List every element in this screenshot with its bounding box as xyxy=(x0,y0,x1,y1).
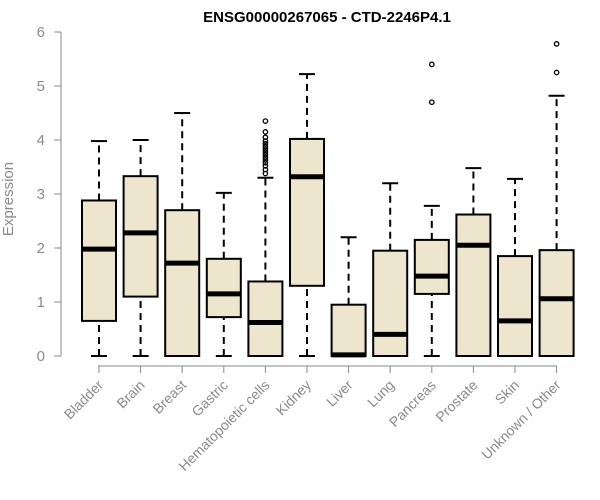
box-brain xyxy=(122,139,159,357)
outlier-point xyxy=(262,143,269,150)
x-tick-label: Kidney xyxy=(273,377,315,419)
iqr-box xyxy=(538,249,575,357)
box-pancreas xyxy=(413,61,450,357)
x-tick-label: Skin xyxy=(492,377,523,408)
iqr-box xyxy=(372,249,409,357)
box-kidney xyxy=(289,73,325,357)
outlier-point xyxy=(428,61,435,68)
outlier-point xyxy=(428,99,435,106)
y-tick-label: 0 xyxy=(37,348,45,365)
box-hematopoietic-cells xyxy=(247,118,284,358)
outlier-point xyxy=(262,154,269,161)
box-bladder xyxy=(81,140,117,357)
iqr-box xyxy=(205,257,242,319)
outlier-point xyxy=(262,146,269,153)
x-tick-label: Liver xyxy=(323,377,356,410)
iqr-box xyxy=(289,137,325,287)
x-tick-label: Brain xyxy=(113,377,147,411)
box-lung xyxy=(372,182,409,357)
box-skin xyxy=(497,177,533,358)
x-tick-label: Unknown / Other xyxy=(478,377,564,463)
iqr-box xyxy=(164,209,201,357)
y-axis-label: Expression xyxy=(0,162,17,236)
outlier-point xyxy=(262,129,269,135)
box-liver xyxy=(330,236,367,358)
iqr-box xyxy=(122,175,159,298)
y-tick-label: 3 xyxy=(37,186,45,203)
x-tick-label: Breast xyxy=(149,377,189,417)
outlier-point xyxy=(262,151,269,158)
y-tick-label: 5 xyxy=(37,78,45,95)
y-tick-label: 6 xyxy=(37,24,45,41)
outlier-point xyxy=(262,140,269,147)
outlier-point xyxy=(262,163,269,169)
iqr-box xyxy=(455,213,492,357)
iqr-box xyxy=(497,255,533,358)
x-tick-label: Lung xyxy=(364,377,397,410)
iqr-box xyxy=(330,303,367,358)
y-tick-label: 2 xyxy=(37,240,45,257)
iqr-box xyxy=(247,280,284,358)
outlier-point xyxy=(262,118,269,124)
outlier-point xyxy=(553,69,560,76)
outlier-point xyxy=(553,41,560,47)
box-breast xyxy=(164,112,201,357)
y-tick-label: 4 xyxy=(37,132,45,149)
y-ticks: 0 1 2 3 4 5 6 xyxy=(37,24,61,365)
y-tick-label: 1 xyxy=(37,294,45,311)
iqr-box xyxy=(81,199,117,322)
box-unknown-other xyxy=(538,41,575,357)
outlier-point xyxy=(262,134,269,141)
iqr-box xyxy=(413,238,450,295)
outlier-point xyxy=(262,157,269,163)
box-prostate xyxy=(455,167,492,357)
outlier-point xyxy=(262,159,269,166)
x-tick-label: Bladder xyxy=(61,377,107,423)
boxes xyxy=(81,41,575,358)
outlier-point xyxy=(262,149,269,155)
box-gastric xyxy=(205,191,242,357)
x-tick-label: Prostate xyxy=(432,377,480,425)
chart-title: ENSG00000267065 - CTD-2246P4.1 xyxy=(203,9,451,26)
